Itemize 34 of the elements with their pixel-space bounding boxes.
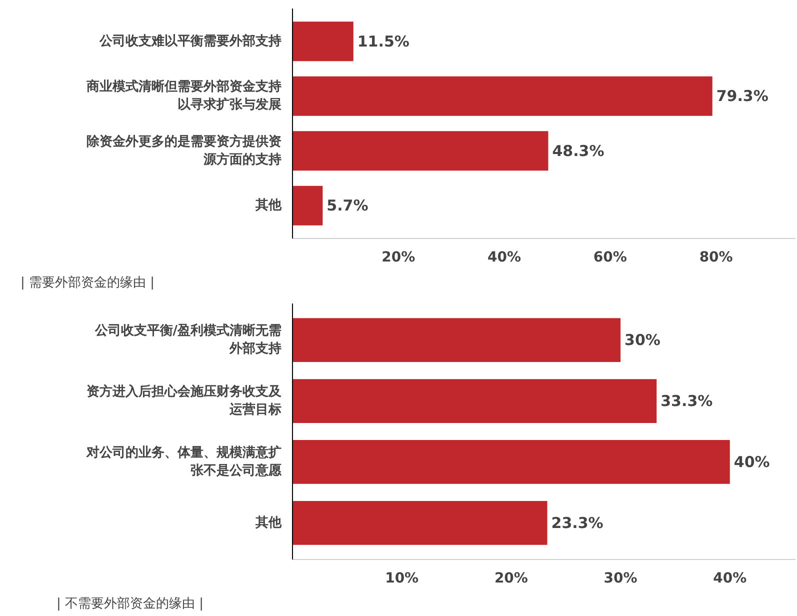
x-tick-label: 20% xyxy=(382,250,416,266)
text: | 不需要外部资金的缘由 | xyxy=(56,596,204,612)
x-tick-label: 30% xyxy=(604,570,638,586)
y-tick-label: 资方进入后担心会施压财务收支及运营目标 xyxy=(86,384,282,418)
data-label: 30% xyxy=(624,331,660,350)
x-tick-label: 20% xyxy=(494,570,528,586)
bar xyxy=(292,318,621,362)
x-tick-label: 10% xyxy=(385,570,419,586)
data-label: 79.3% xyxy=(716,87,768,106)
text: | 需要外部资金的缘由 | xyxy=(20,276,155,290)
y-tick-label: 公司收支难以平衡需要外部支持 xyxy=(98,32,282,49)
y-tick-label: 其他 xyxy=(254,515,282,530)
x-tick-label: 40% xyxy=(488,250,522,266)
y-tick-label: 对公司的业务、体量、规模满意扩张不是公司意愿 xyxy=(86,444,282,478)
y-tick-label: 商业模式清晰但需要外部资金支持以寻求扩张与发展 xyxy=(86,78,282,113)
bar xyxy=(292,186,323,226)
x-tick-label: 60% xyxy=(593,250,627,266)
data-label: 23.3% xyxy=(551,514,604,532)
bar xyxy=(292,379,657,423)
y-tick-label: 除资金外更多的是需要资方提供资源方面的支持 xyxy=(86,133,282,168)
data-label: 11.5% xyxy=(357,32,410,50)
data-label: 40% xyxy=(734,452,770,471)
bar xyxy=(292,22,354,62)
data-label: 33.3% xyxy=(660,392,713,410)
x-tick-label: 40% xyxy=(713,570,747,586)
y-tick-label: 其他 xyxy=(254,198,282,214)
data-label: 48.3% xyxy=(552,142,604,160)
x-tick-label: 80% xyxy=(699,250,733,266)
bar xyxy=(292,131,548,171)
y-tick-label: 公司收支平衡/盈利模式清晰无需外部支持 xyxy=(94,322,282,357)
bar xyxy=(292,76,712,116)
bar xyxy=(292,440,730,484)
bar xyxy=(292,500,548,545)
data-label: 5.7% xyxy=(326,196,368,215)
